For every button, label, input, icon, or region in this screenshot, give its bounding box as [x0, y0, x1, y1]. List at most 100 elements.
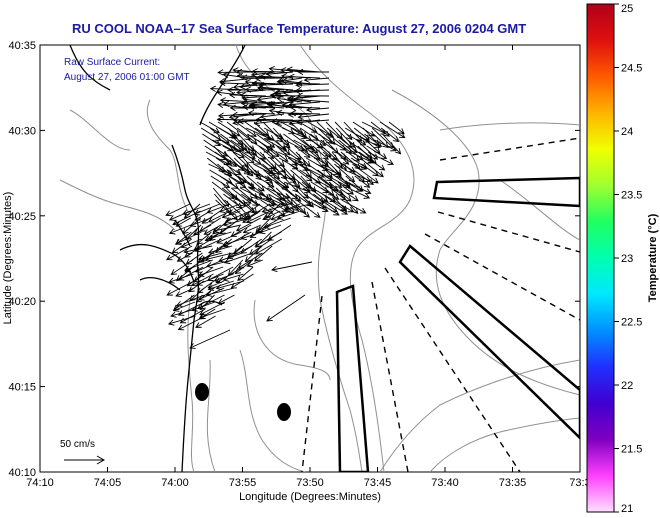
current-vector — [240, 100, 276, 107]
current-vector — [168, 273, 194, 284]
current-vector — [230, 139, 252, 154]
current-vector — [290, 110, 321, 117]
current-vector — [349, 151, 375, 164]
current-vector — [259, 73, 294, 80]
current-vector — [322, 151, 344, 169]
current-vector — [172, 301, 196, 312]
current-vector — [289, 163, 313, 182]
colorbar-tick-label: 22 — [621, 380, 633, 392]
current-vector — [271, 118, 303, 125]
current-vector — [316, 121, 333, 137]
current-vector — [237, 118, 276, 125]
current-vector — [236, 72, 276, 79]
current-vector — [170, 259, 194, 275]
dashed-rays — [301, 137, 580, 472]
current-vector — [246, 210, 271, 224]
current-vector — [205, 259, 233, 269]
current-vector — [294, 87, 330, 95]
current-vector — [286, 95, 312, 103]
current-vector — [266, 294, 306, 322]
current-vector — [328, 181, 352, 202]
current-vector — [281, 169, 301, 188]
current-vector — [234, 259, 254, 275]
current-vector — [254, 75, 285, 82]
current-vector — [237, 175, 255, 189]
current-vector — [254, 245, 273, 262]
current-vector — [174, 231, 202, 245]
current-vector — [235, 121, 257, 137]
current-vector — [221, 210, 241, 219]
current-vector — [176, 252, 193, 262]
y-axis-label: Latitude (Degrees:Minutes) — [2, 192, 14, 325]
current-vector — [352, 163, 379, 184]
current-vector — [320, 187, 340, 200]
current-vector — [374, 139, 397, 152]
plot-area — [39, 44, 581, 473]
current-vector — [287, 199, 311, 218]
x-tick-label: 74:05 — [94, 477, 122, 489]
current-vector — [248, 103, 276, 110]
current-vector — [183, 245, 213, 255]
current-vector — [186, 273, 204, 287]
colorbar-tick-label: 21 — [621, 503, 633, 515]
bathymetry-contours — [59, 45, 580, 472]
current-vector — [262, 217, 291, 229]
current-vector — [255, 175, 275, 188]
current-vector — [361, 163, 379, 177]
current-vector — [269, 157, 286, 174]
current-vector — [175, 294, 205, 307]
current-vector — [341, 199, 367, 214]
scale-label: 50 cm/s — [60, 439, 95, 450]
current-vector — [382, 133, 402, 155]
current-vector — [348, 187, 371, 199]
current-vector — [205, 252, 233, 262]
current-vector — [271, 261, 313, 273]
current-vector — [175, 217, 191, 227]
current-vector — [314, 199, 340, 216]
current-vector — [189, 329, 231, 349]
current-vector — [379, 121, 406, 139]
current-vector — [251, 80, 285, 87]
current-vector — [232, 151, 249, 168]
current-vector — [202, 133, 222, 147]
current-vector — [246, 259, 263, 268]
current-vector — [250, 193, 277, 206]
current-vector — [229, 133, 248, 151]
current-vector — [273, 175, 290, 189]
current-vector — [207, 210, 231, 223]
station-marker-1 — [195, 383, 209, 401]
current-vector — [213, 273, 234, 283]
current-vector — [168, 224, 192, 235]
current-vector — [269, 92, 303, 99]
current-vector — [206, 231, 232, 241]
current-vector — [232, 83, 258, 90]
colorbar-tick-label: 23.5 — [621, 190, 642, 202]
current-vector — [332, 199, 355, 213]
x-tick-label: 73:3 — [569, 477, 590, 489]
current-vector — [276, 109, 303, 116]
x-tick-label: 73:40 — [431, 477, 459, 489]
y-tick-label: 40:35 — [8, 40, 36, 52]
current-vector — [286, 193, 307, 214]
x-tick-label: 73:45 — [364, 477, 392, 489]
current-vector — [244, 245, 263, 263]
current-vector — [222, 217, 251, 227]
current-vector — [283, 181, 311, 194]
current-vector — [297, 113, 330, 120]
current-vector — [358, 151, 386, 171]
x-axis-ticks: 74:10 74:05 74:00 73:55 73:50 73:45 73:40 73:35… — [26, 45, 591, 489]
current-vector — [218, 252, 243, 263]
current-vector — [188, 280, 205, 293]
wedge-outline-south — [335, 284, 370, 472]
current-vector — [303, 76, 330, 83]
current-vector — [388, 121, 405, 135]
current-vector — [338, 187, 359, 202]
current-vector — [290, 169, 313, 189]
current-vector — [297, 68, 330, 76]
current-vector — [268, 151, 285, 168]
current-vector — [227, 127, 244, 147]
current-vector — [219, 97, 258, 104]
current-vector — [296, 199, 321, 218]
colorbar — [586, 3, 615, 513]
